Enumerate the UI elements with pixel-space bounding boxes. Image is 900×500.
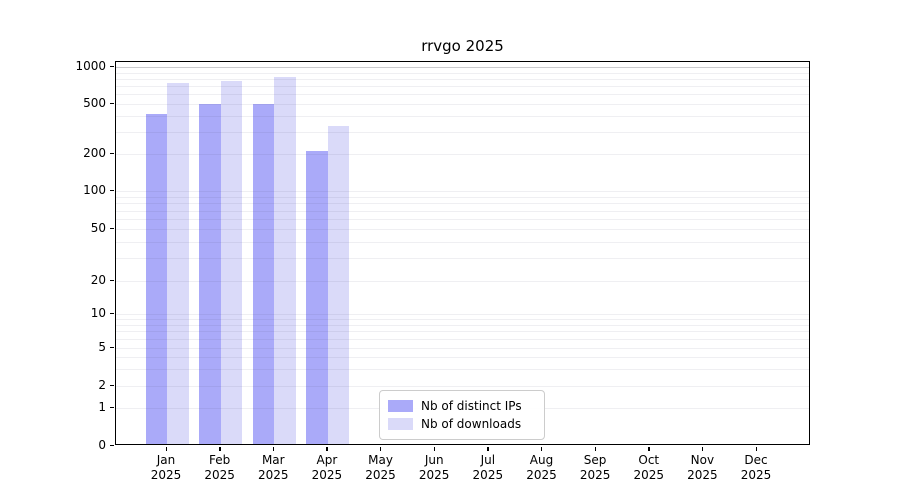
gridline-y-2 [116,386,809,387]
y-tick-mark-200 [110,152,114,154]
gridline-y-40 [116,241,809,243]
gridline-y-900 [116,72,809,74]
x-tick-label-aug: Aug 2025 [526,453,557,482]
y-tick-label-500: 500 [83,96,106,110]
y-tick-label-0: 0 [98,438,106,452]
x-tick-label-feb: Feb 2025 [204,453,235,482]
gridline-y-200 [116,154,809,155]
legend-color-patch [388,400,413,412]
x-tick-label-mar: Mar 2025 [257,453,289,482]
gridline-y-1000 [116,67,809,68]
bar-feb-distinct-ips [199,103,221,444]
x-tick-label-dec: Dec 2025 [740,453,772,482]
gridline-y-50 [116,229,809,230]
chart-title: rrvgo 2025 [421,37,504,55]
x-tick-label-sep: Sep 2025 [579,453,611,482]
bar-mar-distinct-ips [252,104,275,444]
x-tick-mark-mar [272,446,275,451]
x-tick-mark-feb [219,446,221,451]
gridline-y-100 [116,191,809,192]
x-tick-mark-aug [540,446,543,451]
legend-label: Nb of distinct IPs [421,399,522,413]
y-tick-label-1: 1 [98,400,106,414]
legend-entry-distinct-ips: Nb of distinct IPs [388,397,535,415]
y-tick-label-20: 20 [90,273,106,287]
y-tick-label-50: 50 [90,221,106,235]
y-tick-mark-0 [110,444,114,446]
x-tick-mark-dec [755,446,757,451]
x-tick-mark-jun [433,446,436,451]
gridline-y-800 [116,78,809,80]
legend-label: Nb of downloads [421,417,522,431]
x-tick-label-jun: Jun 2025 [418,453,450,482]
x-tick-mark-apr [326,446,328,451]
x-tick-label-apr: Apr 2025 [311,453,343,482]
bar-jan-downloads [167,82,189,444]
gridline-y-5 [116,348,809,349]
y-tick-mark-100 [110,189,114,191]
y-tick-mark-1000 [110,65,114,67]
legend-color-patch [388,418,413,430]
gridline-y-700 [116,86,809,88]
x-tick-mark-nov [701,446,704,451]
x-tick-mark-oct [648,446,650,451]
x-tick-mark-may [380,446,382,451]
gridline-y-10 [116,314,809,315]
gridline-y-400 [116,116,809,118]
y-tick-label-100: 100 [83,183,106,197]
x-tick-mark-sep [594,446,596,451]
bar-feb-downloads [220,81,243,444]
gridline-y-90 [116,196,809,198]
gridline-y-6 [116,339,809,341]
x-tick-label-may: May 2025 [365,453,396,482]
y-tick-mark-10 [110,312,114,314]
y-tick-mark-1 [110,406,114,408]
gridline-y-70 [116,210,809,212]
gridline-y-4 [116,357,809,359]
gridline-y-500 [116,104,809,105]
gridline-y-30 [116,257,809,259]
y-tick-mark-20 [110,279,114,281]
gridline-y-300 [116,131,809,133]
gridline-y-60 [116,219,809,220]
x-tick-label-oct: Oct 2025 [633,453,665,482]
y-tick-label-5: 5 [98,340,106,354]
y-tick-mark-500 [110,102,114,104]
gridline-y-20 [116,281,809,282]
legend: Nb of distinct IPs Nb of downloads [379,390,545,440]
x-tick-mark-jul [487,446,489,451]
y-tick-mark-50 [110,227,114,229]
y-tick-label-200: 200 [83,146,106,160]
gridline-y-80 [116,203,809,205]
gridline-y-7 [116,331,809,333]
x-tick-label-jul: Jul 2025 [472,453,504,482]
y-tick-label-10: 10 [90,306,106,320]
x-tick-label-nov: Nov 2025 [687,453,718,482]
plot-area [115,61,810,445]
gridline-y-9 [116,319,809,321]
y-tick-label-1000: 1000 [75,59,106,73]
bar-jan-distinct-ips [145,114,167,444]
gridline-y-600 [116,94,809,96]
x-tick-mark-jan [165,446,167,451]
gridline-y-8 [116,324,809,326]
bar-mar-downloads [274,76,296,444]
legend-entry-downloads: Nb of downloads [388,415,535,433]
gridline-y-3 [116,369,809,371]
y-tick-label-2: 2 [98,378,106,392]
bar-apr-downloads [327,126,350,444]
y-tick-mark-2 [110,384,114,386]
y-tick-mark-5 [110,346,114,348]
bar-apr-distinct-ips [306,150,328,444]
x-tick-label-jan: Jan 2025 [150,453,182,482]
